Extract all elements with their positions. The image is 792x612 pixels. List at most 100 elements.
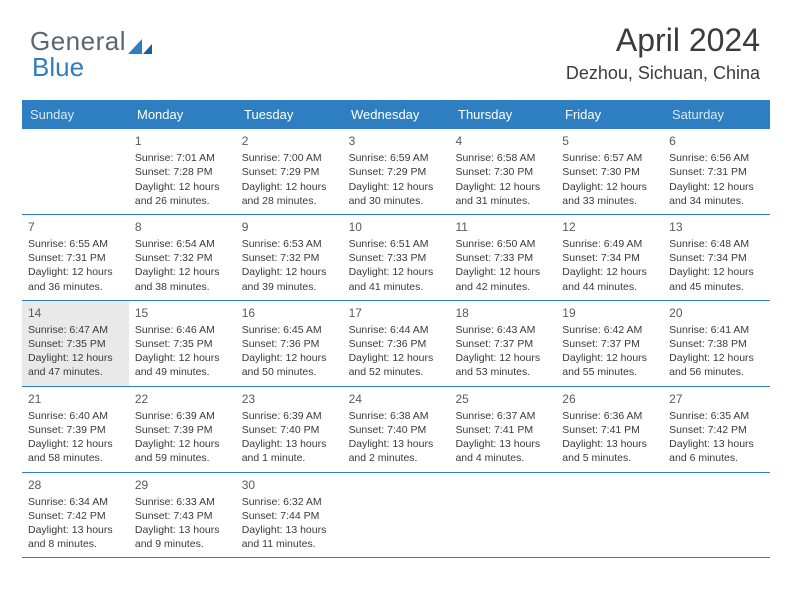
day-detail-line: Daylight: 12 hours (669, 180, 764, 194)
calendar: SundayMondayTuesdayWednesdayThursdayFrid… (22, 100, 770, 558)
day-detail-line: Sunset: 7:30 PM (455, 165, 550, 179)
day-number: 19 (562, 305, 657, 321)
day-cell: 2Sunrise: 7:00 AMSunset: 7:29 PMDaylight… (236, 129, 343, 214)
day-detail-line: and 26 minutes. (135, 194, 230, 208)
day-detail-line: Sunset: 7:35 PM (28, 337, 123, 351)
day-cell (343, 473, 450, 558)
day-number: 15 (135, 305, 230, 321)
day-number: 18 (455, 305, 550, 321)
day-number: 29 (135, 477, 230, 493)
day-number: 21 (28, 391, 123, 407)
day-cell: 8Sunrise: 6:54 AMSunset: 7:32 PMDaylight… (129, 215, 236, 300)
day-detail-line: and 39 minutes. (242, 280, 337, 294)
calendar-header-row: SundayMondayTuesdayWednesdayThursdayFrid… (22, 101, 770, 129)
day-detail-line: and 53 minutes. (455, 365, 550, 379)
day-cell: 6Sunrise: 6:56 AMSunset: 7:31 PMDaylight… (663, 129, 770, 214)
day-cell: 1 Sunrise: 7:01 AMSunset: 7:28 PMDaylight… (129, 129, 236, 214)
day-number: 20 (669, 305, 764, 321)
day-cell: 24Sunrise: 6:38 AMSunset: 7:40 PMDayligh… (343, 387, 450, 472)
day-detail-line: Sunrise: 6:48 AM (669, 237, 764, 251)
day-detail-line: and 1 minute. (242, 451, 337, 465)
day-detail-line: Sunrise: 6:34 AM (28, 495, 123, 509)
week-row: 21Sunrise: 6:40 AMSunset: 7:39 PMDayligh… (22, 387, 770, 473)
day-cell: 4Sunrise: 6:58 AMSunset: 7:30 PMDaylight… (449, 129, 556, 214)
day-cell: 5Sunrise: 6:57 AMSunset: 7:30 PMDaylight… (556, 129, 663, 214)
day-detail-line: Daylight: 12 hours (28, 437, 123, 451)
day-detail-line: Sunrise: 7:01 AM (135, 151, 230, 165)
day-detail-line: Sunrise: 6:41 AM (669, 323, 764, 337)
day-detail-line: Daylight: 13 hours (28, 523, 123, 537)
day-number: 25 (455, 391, 550, 407)
day-cell: 12 Sunrise: 6:49 AMSunset: 7:34 PMDayligh… (556, 215, 663, 300)
day-detail-line: Sunset: 7:41 PM (562, 423, 657, 437)
day-detail-line: Sunset: 7:31 PM (669, 165, 764, 179)
header-cell-saturday: Saturday (664, 101, 770, 129)
day-cell: 27Sunrise: 6:35 AMSunset: 7:42 PMDayligh… (663, 387, 770, 472)
day-detail-line: Daylight: 12 hours (562, 351, 657, 365)
day-detail-line: and 42 minutes. (455, 280, 550, 294)
day-cell: 22Sunrise: 6:39 AMSunset: 7:39 PMDayligh… (129, 387, 236, 472)
day-cell: 25Sunrise: 6:37 AMSunset: 7:41 PMDayligh… (449, 387, 556, 472)
day-detail-line: Daylight: 12 hours (135, 351, 230, 365)
day-detail-line: and 56 minutes. (669, 365, 764, 379)
day-number: 4 (455, 133, 550, 149)
day-cell: 9Sunrise: 6:53 AMSunset: 7:32 PMDaylight… (236, 215, 343, 300)
day-detail-line: Sunrise: 6:47 AM (28, 323, 123, 337)
header-cell-tuesday: Tuesday (236, 101, 343, 129)
day-detail-line: Daylight: 12 hours (28, 351, 123, 365)
day-detail-line: Sunset: 7:42 PM (28, 509, 123, 523)
day-detail-line: Sunrise: 6:54 AM (135, 237, 230, 251)
day-cell: 21Sunrise: 6:40 AMSunset: 7:39 PMDayligh… (22, 387, 129, 472)
day-cell: 20Sunrise: 6:41 AMSunset: 7:38 PMDayligh… (663, 301, 770, 386)
day-detail-line: Daylight: 12 hours (562, 180, 657, 194)
day-detail-line: Sunrise: 6:39 AM (135, 409, 230, 423)
day-detail-line: and 59 minutes. (135, 451, 230, 465)
day-detail-line: Daylight: 12 hours (455, 180, 550, 194)
day-number: 14 (28, 305, 123, 321)
day-detail-line: Sunrise: 6:46 AM (135, 323, 230, 337)
day-cell: 29Sunrise: 6:33 AMSunset: 7:43 PMDayligh… (129, 473, 236, 558)
day-cell: 19Sunrise: 6:42 AMSunset: 7:37 PMDayligh… (556, 301, 663, 386)
day-detail-line: and 28 minutes. (242, 194, 337, 208)
day-detail-line: and 34 minutes. (669, 194, 764, 208)
day-number: 3 (349, 133, 444, 149)
header-cell-sunday: Sunday (22, 101, 129, 129)
day-number: 30 (242, 477, 337, 493)
day-detail-line: and 41 minutes. (349, 280, 444, 294)
day-detail-line: Sunset: 7:36 PM (349, 337, 444, 351)
day-detail-line: Sunrise: 6:39 AM (242, 409, 337, 423)
day-detail-line: Sunrise: 6:36 AM (562, 409, 657, 423)
day-detail-line: Sunset: 7:34 PM (562, 251, 657, 265)
day-detail-line: and 36 minutes. (28, 280, 123, 294)
day-detail-line: and 9 minutes. (135, 537, 230, 551)
day-detail-line: Sunrise: 6:49 AM (562, 237, 657, 251)
day-detail-line: Sunset: 7:40 PM (242, 423, 337, 437)
day-detail-line: Daylight: 12 hours (562, 265, 657, 279)
day-detail-line: Sunset: 7:29 PM (242, 165, 337, 179)
day-number: 16 (242, 305, 337, 321)
day-detail-line: Daylight: 12 hours (455, 351, 550, 365)
day-number: 1 (135, 133, 230, 149)
day-number: 12 (562, 219, 657, 235)
day-detail-line: Sunrise: 6:38 AM (349, 409, 444, 423)
day-detail-line: Sunset: 7:42 PM (669, 423, 764, 437)
day-detail-line: Sunrise: 6:51 AM (349, 237, 444, 251)
day-detail-line: Daylight: 13 hours (562, 437, 657, 451)
day-cell: 30Sunrise: 6:32 AMSunset: 7:44 PMDayligh… (236, 473, 343, 558)
day-cell: 11Sunrise: 6:50 AMSunset: 7:33 PMDayligh… (449, 215, 556, 300)
day-detail-line: Sunset: 7:33 PM (455, 251, 550, 265)
day-detail-line: Sunrise: 6:42 AM (562, 323, 657, 337)
day-detail-line: Sunrise: 6:32 AM (242, 495, 337, 509)
day-cell (663, 473, 770, 558)
day-cell: 10Sunrise: 6:51 AMSunset: 7:33 PMDayligh… (343, 215, 450, 300)
day-number: 7 (28, 219, 123, 235)
header-cell-wednesday: Wednesday (343, 101, 450, 129)
day-detail-line: Sunset: 7:31 PM (28, 251, 123, 265)
day-number: 8 (135, 219, 230, 235)
day-detail-line: Sunrise: 6:50 AM (455, 237, 550, 251)
day-cell: 18Sunrise: 6:43 AMSunset: 7:37 PMDayligh… (449, 301, 556, 386)
day-detail-line: Sunset: 7:28 PM (135, 165, 230, 179)
day-detail-line: Daylight: 12 hours (135, 180, 230, 194)
day-detail-line: Sunrise: 6:59 AM (349, 151, 444, 165)
day-detail-line: Daylight: 12 hours (349, 180, 444, 194)
